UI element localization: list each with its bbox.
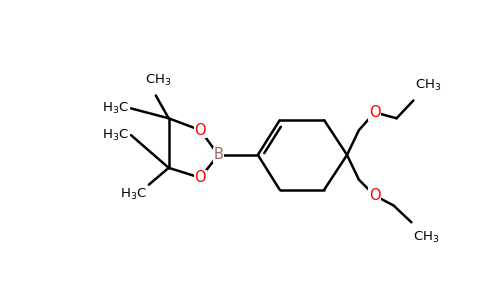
Text: B: B: [213, 148, 223, 163]
Text: CH$_3$: CH$_3$: [145, 73, 171, 88]
Text: O: O: [369, 188, 380, 203]
Text: O: O: [195, 123, 206, 138]
Text: CH$_3$: CH$_3$: [415, 77, 442, 92]
Text: H$_3$C: H$_3$C: [120, 187, 147, 202]
Text: O: O: [369, 105, 380, 120]
Text: H$_3$C: H$_3$C: [102, 128, 129, 143]
Text: CH$_3$: CH$_3$: [413, 230, 440, 245]
Text: O: O: [195, 170, 206, 185]
Text: H$_3$C: H$_3$C: [102, 101, 129, 116]
